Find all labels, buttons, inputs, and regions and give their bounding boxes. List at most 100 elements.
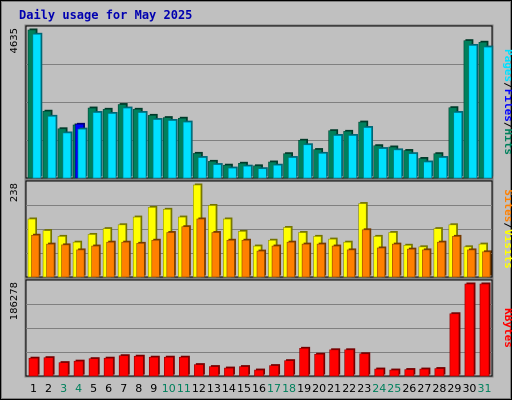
legend-separator: / xyxy=(502,222,512,229)
bar-sites-day-30 xyxy=(467,249,476,278)
bar-sites-day-3 xyxy=(61,244,70,278)
x-label-day-4: 4 xyxy=(75,382,82,395)
bar-sites-day-31 xyxy=(482,251,491,278)
bar-sites-day-22 xyxy=(346,249,356,278)
x-label-day-2: 2 xyxy=(45,382,52,395)
bar-sites-day-7 xyxy=(121,241,130,278)
bar-sites-day-28 xyxy=(437,241,446,278)
bar-pages-day-2 xyxy=(47,116,57,179)
bar-pages-day-20 xyxy=(318,153,327,179)
legend-files: Files xyxy=(502,89,512,122)
bar-kbytes-day-17 xyxy=(269,365,279,377)
bar-kbytes-day-5 xyxy=(88,358,99,377)
bar-kbytes-day-22 xyxy=(344,349,355,377)
bar-kbytes-day-20 xyxy=(314,353,324,377)
bar-kbytes-day-15 xyxy=(239,366,249,377)
bar-sites-day-15 xyxy=(241,239,250,278)
panel-kbytes: 186278 KBytes xyxy=(9,278,512,378)
bar-kbytes-day-24 xyxy=(374,368,385,377)
bar-kbytes-day-16 xyxy=(254,369,264,377)
legend-pages: Pages xyxy=(502,49,512,82)
bar-kbytes-day-7 xyxy=(118,355,129,377)
chart-panels: 4635Pages/Files/Hits238Sites/Visits18627… xyxy=(9,24,512,378)
bar-pages-day-30 xyxy=(468,45,478,179)
bar-sites-day-26 xyxy=(407,248,416,278)
x-label-day-3: 3 xyxy=(60,382,67,395)
panel-legend-label: KBytes xyxy=(502,308,512,348)
bar-kbytes-day-14 xyxy=(224,367,234,377)
legend-kbytes: KBytes xyxy=(502,308,512,348)
bar-pages-day-22 xyxy=(348,135,357,179)
bar-sites-day-4 xyxy=(76,249,85,278)
legend-separator: / xyxy=(502,82,512,89)
bar-sites-day-19 xyxy=(301,243,310,278)
bar-sites-day-6 xyxy=(106,241,115,278)
panel-legend-label: Sites/Visits xyxy=(502,189,512,269)
bar-kbytes-day-1 xyxy=(28,357,39,377)
x-label-day-24: 24 xyxy=(372,382,386,395)
bar-pages-day-31 xyxy=(483,46,493,179)
chart-title: Daily usage for May 2025 xyxy=(19,8,192,22)
bar-pages-day-13 xyxy=(212,164,222,179)
bar-kbytes-day-3 xyxy=(58,362,69,377)
x-label-day-10: 10 xyxy=(162,382,176,395)
x-label-day-27: 27 xyxy=(417,382,431,395)
bar-pages-day-11 xyxy=(182,121,192,179)
bar-pages-day-29 xyxy=(453,112,463,179)
x-label-day-12: 12 xyxy=(192,382,206,395)
bar-pages-day-24 xyxy=(378,148,387,179)
bar-sites-day-2 xyxy=(46,243,55,278)
panel-visits-sites: 238 Sites/Visits xyxy=(9,179,512,279)
x-label-day-17: 17 xyxy=(267,382,281,395)
bar-kbytes-day-9 xyxy=(148,356,159,377)
x-label-day-26: 26 xyxy=(402,382,416,395)
legend-hits: Hits xyxy=(502,129,512,156)
bar-kbytes-day-28 xyxy=(434,368,445,377)
bar-kbytes-day-11 xyxy=(179,356,189,377)
bar-kbytes-day-27 xyxy=(419,368,430,377)
bar-pages-day-28 xyxy=(438,157,447,179)
bar-pages-day-3 xyxy=(62,132,72,179)
legend-sites: Sites xyxy=(502,189,512,222)
x-label-day-18: 18 xyxy=(282,382,296,395)
bar-pages-day-18 xyxy=(288,157,297,179)
bar-sites-day-17 xyxy=(271,245,280,278)
bar-kbytes-day-29 xyxy=(449,313,460,377)
y-max-label: 4635 xyxy=(9,28,20,53)
bar-pages-day-25 xyxy=(393,149,402,179)
bar-sites-day-24 xyxy=(376,247,386,278)
bar-pages-day-15 xyxy=(243,165,252,179)
bar-pages-day-7 xyxy=(122,107,132,179)
bar-pages-day-1 xyxy=(32,34,42,179)
bar-kbytes-day-26 xyxy=(404,369,415,377)
x-label-day-15: 15 xyxy=(237,382,251,395)
bar-sites-day-18 xyxy=(286,241,295,278)
bar-pages-day-17 xyxy=(273,164,282,179)
panel-legend-label: Pages/Files/Hits xyxy=(502,49,512,155)
panel-bevel xyxy=(24,179,494,279)
x-label-day-25: 25 xyxy=(387,382,401,395)
x-label-day-9: 9 xyxy=(150,382,157,395)
legend-separator: / xyxy=(502,122,512,129)
bar-kbytes-day-6 xyxy=(103,357,114,377)
bar-kbytes-day-13 xyxy=(209,366,219,377)
x-label-day-5: 5 xyxy=(90,382,97,395)
x-label-day-13: 13 xyxy=(207,382,221,395)
bar-sites-day-12 xyxy=(196,218,205,278)
bar-pages-day-23 xyxy=(363,127,372,179)
bar-kbytes-day-23 xyxy=(359,353,370,377)
bar-pages-day-12 xyxy=(197,157,207,179)
x-label-day-14: 14 xyxy=(222,382,236,395)
x-axis-labels: 1 2 3 4 5 6 7 8 9 10 11 12 13 14 15 16 17 18 19 20 21 22 23 24 2… xyxy=(30,382,491,395)
bar-sites-day-23 xyxy=(361,229,371,278)
panel-bevel xyxy=(24,278,494,378)
bar-kbytes-day-19 xyxy=(299,348,309,377)
y-max-label: 238 xyxy=(9,183,20,202)
bar-pages-day-21 xyxy=(333,135,342,179)
bar-pages-day-19 xyxy=(303,144,312,179)
x-label-day-6: 6 xyxy=(105,382,112,395)
bar-pages-day-10 xyxy=(167,120,177,179)
x-label-day-29: 29 xyxy=(447,382,461,395)
